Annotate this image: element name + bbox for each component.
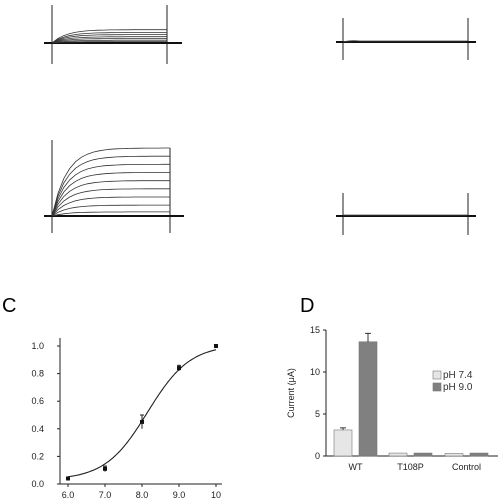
trace-line-2 bbox=[51, 32, 167, 44]
trace-line-4 bbox=[51, 172, 170, 217]
trace-panel-wt-low bbox=[44, 5, 182, 64]
panel-c-point bbox=[66, 476, 70, 481]
panel-c-x-tick-label: 10 bbox=[211, 490, 221, 500]
panel-d-legend-label: pH 7.4 bbox=[443, 370, 473, 381]
panel-d-legend-swatch bbox=[432, 370, 442, 380]
panel-c-point bbox=[214, 344, 218, 348]
panel-d-bar bbox=[469, 452, 489, 457]
trace-panel-mutant-low bbox=[336, 18, 476, 60]
panel-c-x-tick-label: 9.0 bbox=[173, 490, 186, 500]
panel-label-c: C bbox=[2, 295, 16, 317]
panel-d-legend-label: pH 9.0 bbox=[443, 382, 473, 393]
panel-label-d: D bbox=[300, 295, 314, 317]
trace-panel-mutant-high bbox=[336, 193, 476, 235]
panel-d-bar bbox=[333, 429, 353, 457]
trace-line-9 bbox=[51, 211, 170, 217]
panel-c-y-tick-label: 0.4 bbox=[31, 424, 44, 434]
trace-panel-wt-high bbox=[44, 140, 184, 233]
panel-c-point bbox=[177, 366, 181, 371]
panel-d-y-tick-label: 5 bbox=[315, 409, 320, 419]
panel-d-y-tick-label: 15 bbox=[310, 325, 320, 335]
panel-c-x-tick-label: 6.0 bbox=[62, 490, 75, 500]
panel-d-bar bbox=[413, 452, 433, 457]
panel-d-legend-swatch bbox=[432, 382, 442, 392]
panel-c-x-tick-label: 8.0 bbox=[136, 490, 149, 500]
panel-c-x-tick-label: 7.0 bbox=[99, 490, 112, 500]
panel-d-legend: pH 7.4pH 9.0 bbox=[432, 370, 473, 393]
panel-c-point bbox=[140, 419, 144, 424]
panel-d-bar bbox=[388, 452, 408, 457]
trace-line-1 bbox=[51, 29, 167, 44]
panel-d-y-tick-label: 10 bbox=[310, 367, 320, 377]
trace-line-6 bbox=[51, 39, 167, 44]
panel-d-bars bbox=[333, 332, 489, 457]
trace-line-5 bbox=[51, 180, 170, 217]
trace-line-6 bbox=[51, 188, 170, 217]
trace-line-5 bbox=[51, 38, 167, 44]
panel-d-x-labels: WT T108P Control bbox=[349, 462, 482, 472]
panel-c-y-tick-label: 1.0 bbox=[31, 341, 44, 351]
trace-group-a bbox=[51, 29, 167, 44]
panel-d-bar bbox=[444, 453, 464, 457]
panel-c-fit-curve bbox=[67, 349, 217, 478]
trace-line-7 bbox=[51, 41, 167, 44]
panel-c-dose-response: 0.0 0.2 0.4 0.6 0.8 1.0 6.0 7.0 8.0 9.0 10 bbox=[31, 338, 222, 500]
panel-c-point bbox=[103, 466, 107, 471]
trace-line-3 bbox=[51, 34, 167, 44]
panel-c-y-ticks: 0.0 0.2 0.4 0.6 0.8 1.0 bbox=[31, 341, 60, 489]
trace-line-8 bbox=[51, 204, 170, 217]
panel-d-y-tick-label: 0 bbox=[315, 451, 320, 461]
panel-c-x-ticks: 6.0 7.0 8.0 9.0 10 bbox=[62, 484, 221, 500]
panel-d-category-label: Control bbox=[452, 462, 481, 472]
panel-d-category-label: T108P bbox=[397, 462, 424, 472]
panel-d-y-ticks: 0 5 10 15 bbox=[310, 325, 326, 461]
trace-line-2 bbox=[51, 155, 170, 217]
trace-line-3 bbox=[51, 163, 170, 217]
panel-d-bar bbox=[358, 341, 378, 457]
trace-panels bbox=[44, 5, 476, 235]
panel-d-category-label: WT bbox=[349, 462, 363, 472]
panel-d-bar-chart: Current (μA) 0 5 10 15 WT T108P Control pH 7.… bbox=[286, 325, 498, 472]
trace-line-1 bbox=[51, 147, 170, 217]
trace-group-b bbox=[51, 147, 170, 217]
trace-line-4 bbox=[51, 36, 167, 44]
panel-d-y-axis-label: Current (μA) bbox=[286, 368, 296, 418]
panel-c-y-tick-label: 0.8 bbox=[31, 369, 44, 379]
trace-line-7 bbox=[51, 196, 170, 217]
panel-c-y-tick-label: 0.6 bbox=[31, 396, 44, 406]
panel-c-points bbox=[66, 344, 218, 481]
panel-c-y-tick-label: 0.2 bbox=[31, 451, 44, 461]
trace-line bbox=[342, 40, 468, 43]
panel-c-y-tick-label: 0.0 bbox=[31, 479, 44, 489]
